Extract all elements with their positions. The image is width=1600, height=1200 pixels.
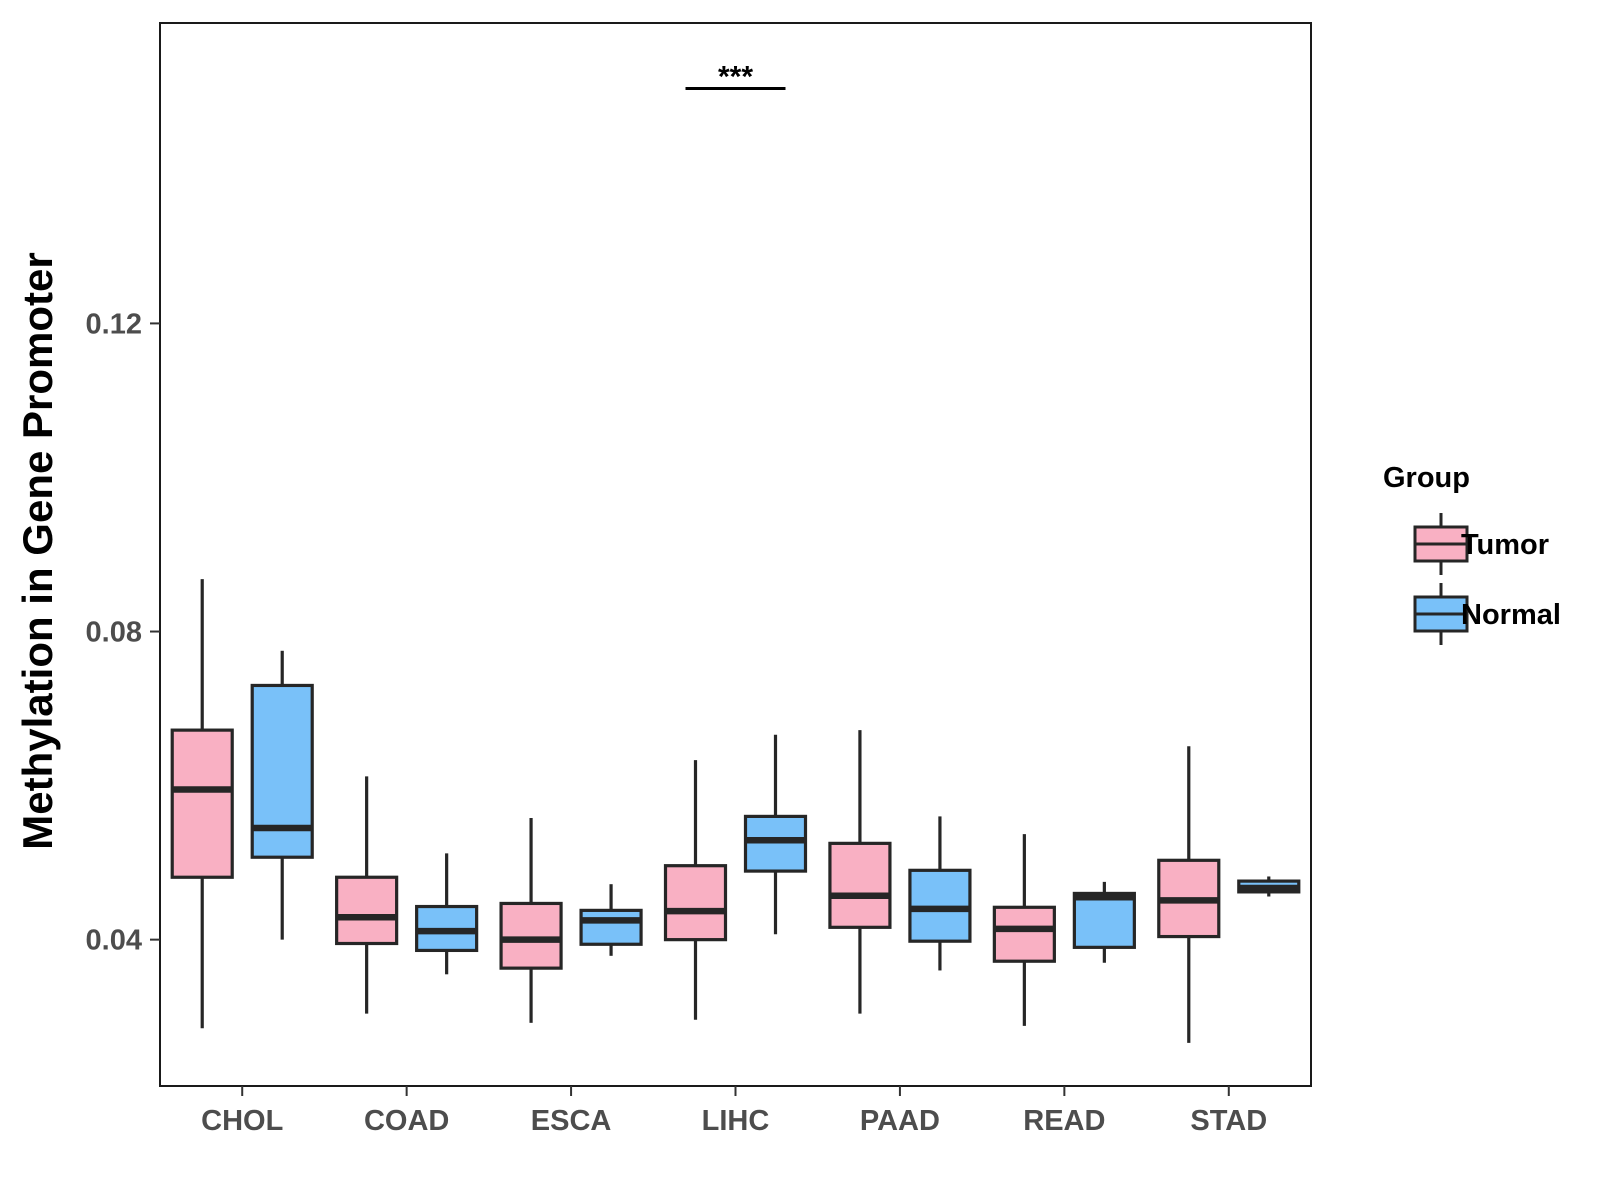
y-tick-label: 0.08 bbox=[86, 617, 142, 649]
plot-area: *** bbox=[159, 22, 1312, 1087]
significance-label: *** bbox=[718, 60, 753, 93]
box-iqr bbox=[992, 905, 1056, 963]
box-tumor-lihc bbox=[663, 760, 728, 1020]
legend-label: Normal bbox=[1461, 599, 1561, 631]
box-iqr bbox=[335, 875, 399, 946]
legend-item-normal: Normal bbox=[1413, 583, 1561, 645]
y-tick-label: 0.12 bbox=[86, 308, 142, 340]
x-axis: CHOL COAD ESCA LIHC PAAD READ STAD bbox=[201, 1086, 1267, 1137]
box-tumor-chol bbox=[170, 579, 234, 1029]
box-normal-coad bbox=[415, 853, 479, 975]
box-iqr bbox=[499, 901, 563, 970]
legend: Group Tumor Normal bbox=[1383, 462, 1561, 645]
box-normal-lihc bbox=[743, 734, 808, 935]
x-tick-label: CHOL bbox=[201, 1105, 283, 1137]
x-tick-label: COAD bbox=[364, 1105, 449, 1137]
box-normal-chol bbox=[250, 650, 314, 940]
box-iqr bbox=[828, 841, 892, 929]
box-normal-stad bbox=[1237, 876, 1301, 897]
y-axis-title: Methylation in Gene Promoter bbox=[14, 252, 61, 849]
x-tick-label: PAAD bbox=[860, 1105, 940, 1137]
box-iqr bbox=[743, 814, 808, 873]
box-iqr bbox=[250, 683, 314, 859]
box-iqr bbox=[1072, 891, 1136, 949]
y-axis: 0.04 0.08 0.12 bbox=[86, 308, 160, 957]
box-tumor-esca bbox=[499, 817, 563, 1023]
box-normal-paad bbox=[908, 816, 972, 971]
box-iqr bbox=[579, 908, 643, 946]
x-tick-label: ESCA bbox=[531, 1105, 612, 1137]
legend-title: Group bbox=[1383, 462, 1470, 494]
box-tumor-paad bbox=[828, 730, 892, 1014]
x-tick-label: STAD bbox=[1190, 1105, 1267, 1137]
box-tumor-stad bbox=[1157, 746, 1221, 1043]
legend-label: Tumor bbox=[1461, 529, 1549, 561]
x-tick-label: READ bbox=[1023, 1105, 1105, 1137]
box-tumor-read bbox=[992, 834, 1056, 1026]
box-iqr bbox=[170, 728, 234, 879]
box-iqr bbox=[663, 864, 728, 942]
box-tumor-coad bbox=[335, 776, 399, 1014]
y-tick-label: 0.04 bbox=[86, 925, 142, 957]
box-normal-esca bbox=[579, 884, 643, 956]
x-tick-label: LIHC bbox=[702, 1105, 770, 1137]
box-normal-read bbox=[1072, 881, 1136, 963]
legend-item-tumor: Tumor bbox=[1413, 513, 1549, 575]
